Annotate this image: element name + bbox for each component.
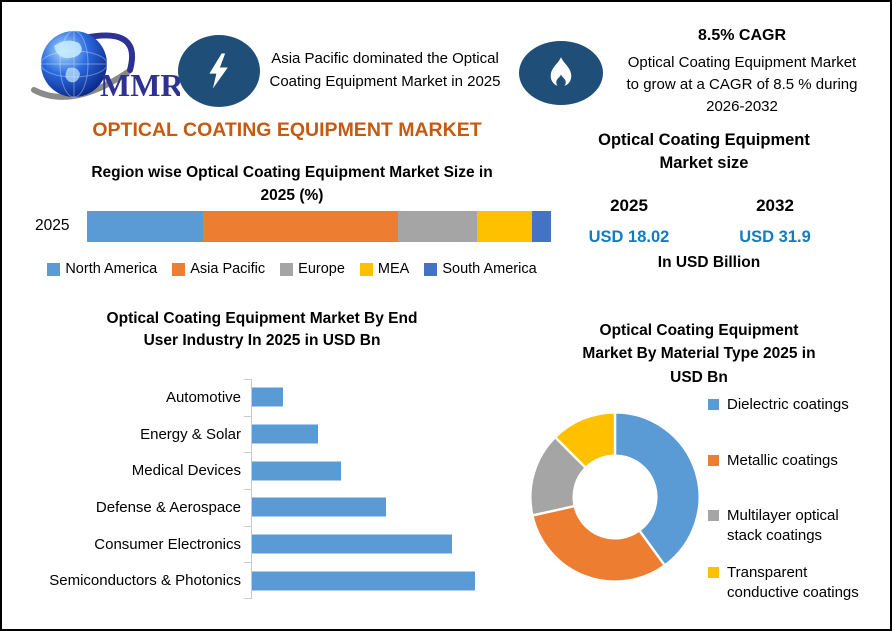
bar-segment-south-america [532,210,551,242]
bar-cell [244,415,522,453]
cagr-block: 8.5% CAGR Optical Coating Equipment Mark… [604,27,880,117]
bar-segment-mea [476,210,533,242]
value-bar [252,534,453,554]
bar-cell [244,525,522,563]
legend-marker [708,399,719,410]
market-size-unit: In USD Billion [657,254,761,271]
bar-segment-north-america [87,210,203,242]
end-user-row: Consumer Electronics [24,525,522,563]
donut-slice-transparent-conductive-coatings [554,411,617,469]
end-user-axis [251,379,252,599]
legend-label: Transparent conductive coatings [727,564,859,601]
end-user-chart-rows: Automotive Energy & Solar Medical Devices D… [24,379,522,599]
region-chart-title: Region wise Optical Coating Equipment Ma… [91,164,493,205]
mmr-logo: MMR [30,26,184,106]
legend-marker [280,262,294,276]
lightning-badge [178,35,260,107]
legend-label: MEA [377,261,410,277]
legend-item: South America [424,261,537,277]
material-donut-chart [529,411,701,583]
legend-item: Asia Pacific [172,261,265,277]
legend-item: Metallic coatings [708,451,880,471]
legend-item: North America [47,261,157,277]
market-size-year: 2025 [610,196,648,215]
end-user-chart-title: Optical Coating Equipment Market By End U… [106,310,418,350]
donut-slice-dielectric-coatings [613,411,701,567]
bar-cell [244,452,522,489]
bar-cell [244,489,522,526]
market-size-col-2032: 2032 USD 31.9 [710,196,840,247]
legend-item: Multilayer optical stack coatings [708,506,880,545]
legend-marker [424,262,438,276]
flame-badge [519,41,603,105]
legend-marker [47,262,61,276]
end-user-row: Defense & Aerospace [24,489,522,526]
bar-cell [244,562,522,599]
end-user-row: Medical Devices [24,452,522,489]
legend-label: South America [442,261,537,277]
value-bar [252,497,387,517]
legend-marker [708,567,719,578]
bar-segment-asia-pacific [203,210,398,242]
material-legend: Dielectric coatings Metallic coatings Mult… [708,395,880,602]
market-size-value: USD 31.9 [739,228,811,246]
market-size-value: USD 18.02 [588,228,670,246]
main-title: OPTICAL COATING EQUIPMENT MARKET [92,119,482,141]
end-user-row: Energy & Solar [24,415,522,453]
category-label: Energy & Solar [140,425,241,443]
end-user-row: Semiconductors & Photonics [24,562,522,599]
legend-item: Europe [280,261,345,277]
market-size-col-2025: 2025 USD 18.02 [564,196,694,247]
material-chart-title: Optical Coating Equipment Market By Mater… [582,322,816,386]
legend-marker [708,510,719,521]
region-year-label: 2025 [35,217,70,234]
legend-marker [172,262,186,276]
legend-label: Europe [298,261,345,277]
legend-item: Dielectric coatings [708,395,880,415]
legend-label: Dielectric coatings [727,396,849,413]
legend-label: Asia Pacific [190,261,266,277]
region-legend: North America Asia Pacific Europe MEA South … [32,261,552,277]
value-bar [252,571,475,591]
end-user-chart: Automotive Energy & Solar Medical Devices D… [24,379,522,599]
legend-marker [708,454,719,466]
legend-marker [359,262,373,276]
flame-icon [550,57,572,88]
lightning-icon [209,53,228,89]
legend-label: Metallic coatings [727,451,838,469]
legend-label: Multilayer optical stack coatings [727,507,839,544]
logo-text: MMR [100,67,180,103]
legend-label: North America [65,261,158,277]
donut-slice-metallic-coatings [531,504,666,583]
market-size-year: 2032 [756,196,794,215]
region-stacked-bar [87,210,551,242]
legend-item: Transparent conductive coatings [708,563,880,602]
value-bar [252,387,283,407]
highlight-text: Asia Pacific dominated the Optical Coatin… [269,50,501,90]
cagr-heading: 8.5% CAGR [697,27,787,44]
end-user-row: Automotive [24,379,522,416]
cagr-text: Optical Coating Equipment Market to grow … [626,54,858,115]
category-label: Medical Devices [131,462,241,480]
region-chart: 2025 [35,208,551,244]
globe-icon: MMR [31,30,184,103]
category-label: Defense & Aerospace [95,498,241,516]
legend-item: MEA [359,261,410,277]
value-bar [252,461,341,481]
value-bar [252,424,319,444]
category-label: Semiconductors & Photonics [49,572,241,590]
market-size-title: Optical Coating Equipment Market size [598,131,810,173]
category-label: Automotive [165,388,241,406]
category-label: Consumer Electronics [94,535,241,553]
bar-cell [244,379,522,416]
bar-segment-europe [397,210,477,242]
